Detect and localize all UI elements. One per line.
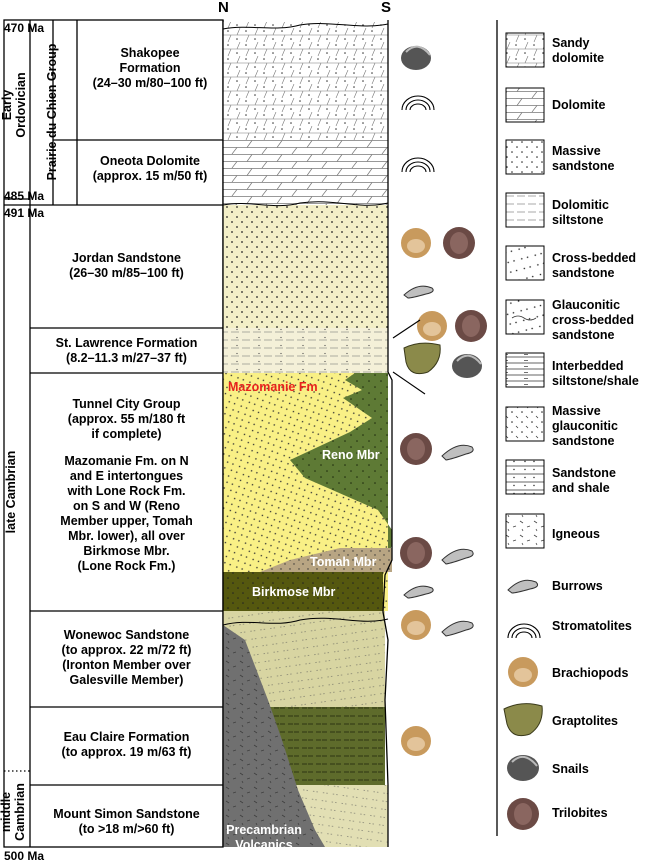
label-tomah: Tomah Mbr (310, 555, 377, 569)
legend-brachiopods-icon (508, 657, 538, 687)
stratigraphic-column (222, 20, 393, 847)
label-reno: Reno Mbr (322, 448, 380, 462)
legend-label-cross-bedded: Cross-bedded sandstone (552, 251, 637, 280)
legend-graptolites-icon (503, 703, 543, 737)
st-lawrence-brachiopod-icon (417, 311, 447, 341)
legend-swatch-interbedded-siltstone-shale (505, 352, 545, 388)
legend-label-sandstone-shale: Sandstone and shale (552, 466, 616, 495)
st-lawrence-graptolite-icon (403, 342, 441, 375)
legend-stromatolites-icon (507, 623, 541, 639)
tunnel-city-burrow-icon (441, 444, 474, 461)
legend-swatch-cross-bedded-sandstone (505, 245, 545, 281)
legend-label-trilobites: Trilobites (552, 806, 608, 820)
st-lawrence-trilobite-icon (455, 310, 487, 342)
legend (496, 20, 545, 836)
legend-swatch-glauconitic-cross-bedded (505, 299, 545, 335)
label-birkmose: Birkmose Mbr (252, 585, 336, 599)
label-mazomanie: Mazomanie Fm (228, 380, 318, 394)
age-ordovician-base: 485 Ma (4, 189, 45, 203)
legend-swatch-massive-sandstone (505, 139, 545, 175)
legend-label-massive-sandstone: Massive sandstone (552, 144, 615, 173)
wonewoc-burrow-icon (441, 620, 474, 637)
unit-st-lawrence: St. Lawrence Formation (8.2–11.3 m/27–37 … (55, 336, 198, 365)
unit-mount-simon: Mount Simon Sandstone (to >18 m/>60 ft) (53, 807, 200, 836)
tomah-burrow-icon (441, 548, 474, 565)
unit-tunnel-city: Tunnel City Group (approx. 55 m/180 ft if … (60, 397, 193, 573)
legend-snails-icon (507, 755, 539, 781)
reno-member-layer (290, 373, 392, 570)
eau-claire-brachiopod-icon (401, 726, 431, 756)
legend-label-sandy-dolomite: Sandy dolomite (552, 36, 605, 65)
shakopee-snail-icon (401, 45, 431, 70)
unit-table (3, 19, 224, 848)
legend-trilobites-icon (507, 798, 539, 830)
tomah-trilobite-icon (400, 537, 432, 569)
age-cambrian-top: 491 Ma (4, 206, 45, 220)
legend-label-dolomite: Dolomite (552, 98, 606, 112)
st-lawrence-snail-icon (452, 354, 482, 378)
age-top: 470 Ma (4, 21, 45, 35)
legend-swatch-dolomitic-siltstone (505, 192, 545, 228)
legend-label-graptolites: Graptolites (552, 714, 618, 728)
legend-label-massive-glauconitic: Massive glauconitic sandstone (552, 404, 618, 448)
south-label: S (381, 0, 392, 16)
legend-swatch-igneous (505, 513, 545, 549)
birkmose-member-layer (223, 572, 383, 611)
legend-label-brachiopods: Brachiopods (552, 666, 629, 680)
jordan-burrow-icon (403, 285, 434, 299)
legend-label-igneous: Igneous (552, 527, 600, 541)
jordan-brachiopod-icon (401, 228, 431, 258)
epoch-early-ordovician: Early Ordovician (0, 72, 28, 138)
legend-swatch-sandy-dolomite (505, 32, 545, 68)
tunnel-city-trilobite-icon (400, 433, 432, 465)
epoch-late-cambrian: late Cambrian (4, 450, 18, 534)
label-precambrian: Precambrian Volcanics (226, 823, 302, 852)
legend-swatch-massive-glauconitic-sandstone (505, 406, 545, 442)
birkmose-burrow-icon (403, 585, 434, 599)
legend-label-stromatolites: Stromatolites (552, 619, 632, 633)
north-label: N (218, 0, 229, 16)
precambrian-volcanics-layer (223, 625, 325, 847)
legend-label-interbedded: Interbedded siltstone/shale (552, 359, 639, 388)
legend-swatch-dolomite (505, 87, 545, 123)
age-bottom: 500 Ma (4, 849, 45, 863)
unit-oneota: Oneota Dolomite (approx. 15 m/50 ft) (92, 154, 208, 183)
jordan-layer (223, 205, 388, 328)
legend-label-snails: Snails (552, 762, 589, 776)
tomah-member-layer (260, 548, 392, 572)
group-prairie-du-chien: Prairie du Chien Group (45, 43, 59, 181)
legend-swatch-sandstone-and-shale (505, 459, 545, 495)
jordan-trilobite-icon (443, 227, 475, 259)
epoch-middle-cambrian: middle Cambrian (0, 783, 27, 841)
shakopee-layer (223, 22, 388, 140)
wonewoc-brachiopod-icon (401, 610, 431, 640)
oneota-layer (223, 140, 388, 205)
unit-shakopee: Shakopee Formation (24–30 m/80–100 ft) (92, 46, 208, 90)
legend-label-dolomitic-siltstone: Dolomitic siltstone (552, 198, 609, 227)
unit-eau-claire: Eau Claire Formation (to approx. 19 m/63 … (61, 730, 192, 759)
legend-burrows-icon (507, 579, 538, 594)
unit-jordan: Jordan Sandstone (26–30 m/85–100 ft) (69, 251, 184, 280)
unit-wonewoc: Wonewoc Sandstone (to approx. 22 m/72 ft)… (61, 628, 192, 687)
oneota-stromatolite-icon (401, 157, 435, 173)
shakopee-stromatolite-icon (401, 95, 435, 111)
st-lawrence-layer (223, 328, 388, 373)
legend-label-glauconitic-cross-bedded: Glauconitic cross-bedded sandstone (552, 298, 634, 342)
fossil-symbols (392, 45, 487, 756)
legend-label-burrows: Burrows (552, 579, 603, 593)
